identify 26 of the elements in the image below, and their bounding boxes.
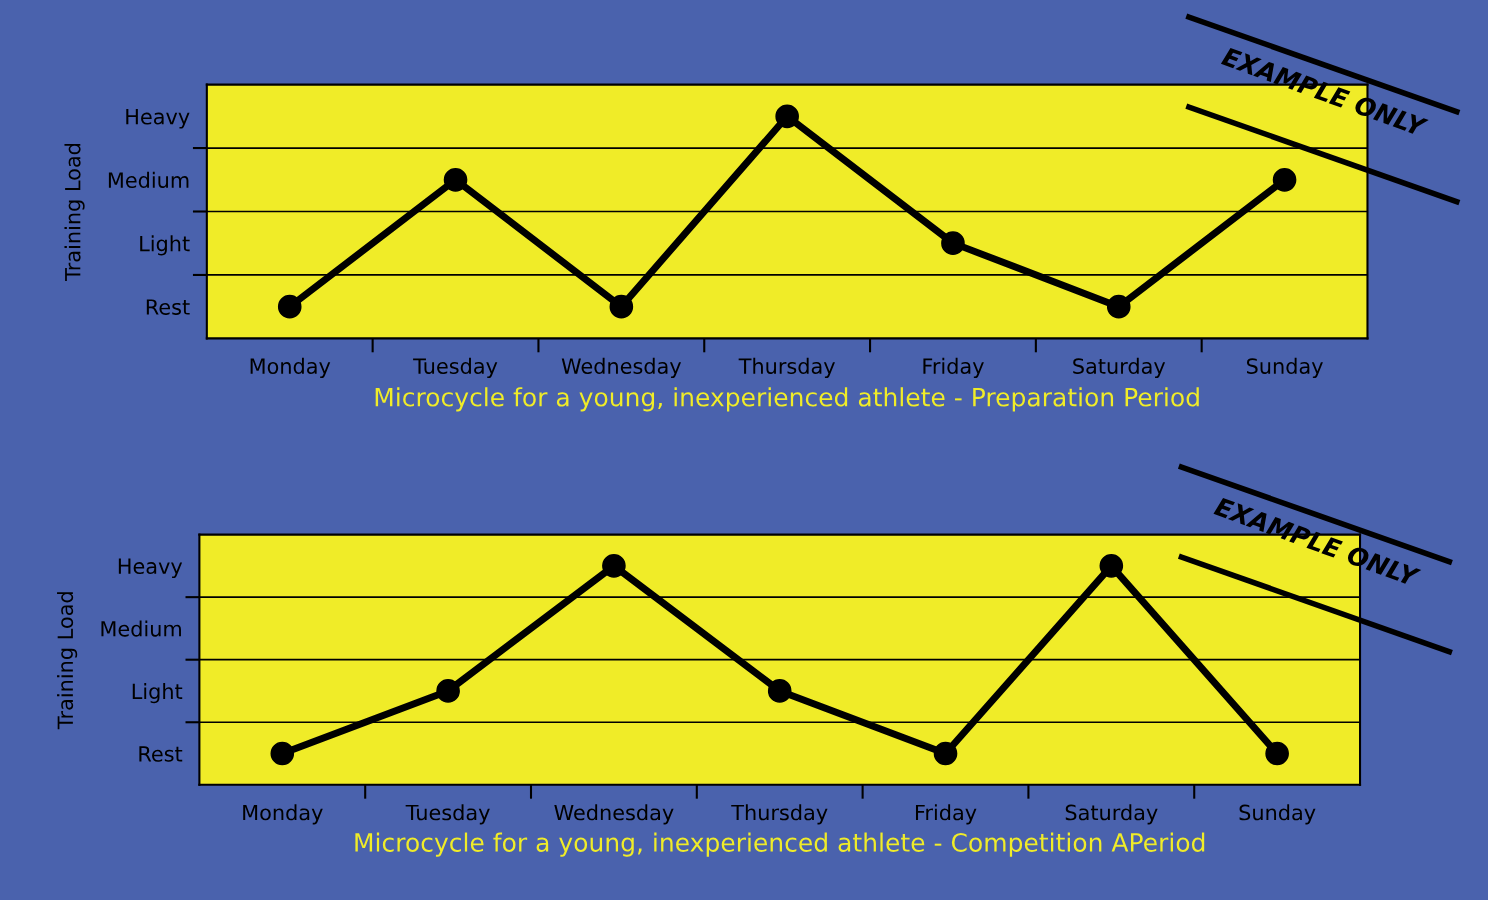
x-tick-label: Monday	[243, 804, 323, 825]
x-tick-label: Friday	[915, 804, 977, 825]
category-label: Rest	[146, 299, 190, 315]
x-tick-label: Thursday	[731, 804, 828, 825]
x-tick-label: Wednesday	[554, 804, 674, 825]
category-label: Heavy	[118, 558, 183, 579]
category-label: Light	[140, 235, 190, 256]
x-tick-label: Friday	[923, 357, 984, 379]
x-tick-label: Thursday	[738, 357, 835, 379]
x-tick-label: Saturday	[1065, 804, 1158, 825]
x-tick-label: Sunday	[1246, 357, 1323, 379]
x-tick-label: Tuesday	[413, 357, 498, 379]
category-label: Rest	[139, 746, 183, 762]
y-axis-title: Training Load	[64, 144, 85, 281]
x-tick-label: Wednesday	[561, 357, 682, 379]
category-label: Heavy	[126, 109, 190, 129]
x-tick-label: Saturday	[1073, 357, 1166, 379]
category-label: Medium	[101, 620, 181, 637]
category-label: Medium	[108, 171, 189, 188]
y-axis-title: Training Load	[57, 592, 78, 730]
x-tick-label: Tuesday	[405, 804, 490, 825]
text: Microcycle for a young, inexperienced athlete - Preparation Period	[375, 387, 1199, 412]
category-label: Light	[132, 683, 183, 704]
x-tick-label: Monday	[250, 357, 331, 379]
x-tick-label: Sunday	[1239, 804, 1316, 825]
text: Microcycle for a young, inexperienced athlete - Competition APeriod	[355, 832, 1205, 857]
